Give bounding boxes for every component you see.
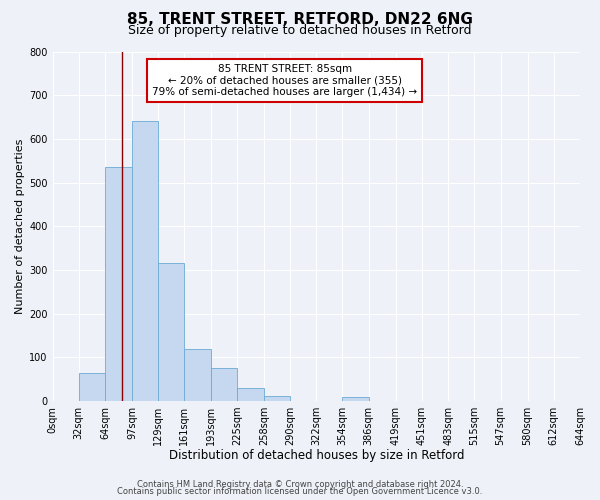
- Text: Contains public sector information licensed under the Open Government Licence v3: Contains public sector information licen…: [118, 487, 482, 496]
- Text: Size of property relative to detached houses in Retford: Size of property relative to detached ho…: [128, 24, 472, 37]
- Bar: [264, 396, 290, 401]
- Bar: [132, 122, 158, 401]
- Bar: [79, 372, 105, 401]
- Bar: [105, 168, 132, 401]
- Bar: [158, 264, 184, 401]
- Bar: [237, 388, 264, 401]
- Bar: [211, 368, 237, 401]
- X-axis label: Distribution of detached houses by size in Retford: Distribution of detached houses by size …: [169, 450, 464, 462]
- Bar: [184, 348, 211, 401]
- Bar: [343, 398, 368, 401]
- Y-axis label: Number of detached properties: Number of detached properties: [15, 138, 25, 314]
- Text: Contains HM Land Registry data © Crown copyright and database right 2024.: Contains HM Land Registry data © Crown c…: [137, 480, 463, 489]
- Text: 85 TRENT STREET: 85sqm
← 20% of detached houses are smaller (355)
79% of semi-de: 85 TRENT STREET: 85sqm ← 20% of detached…: [152, 64, 417, 97]
- Text: 85, TRENT STREET, RETFORD, DN22 6NG: 85, TRENT STREET, RETFORD, DN22 6NG: [127, 12, 473, 28]
